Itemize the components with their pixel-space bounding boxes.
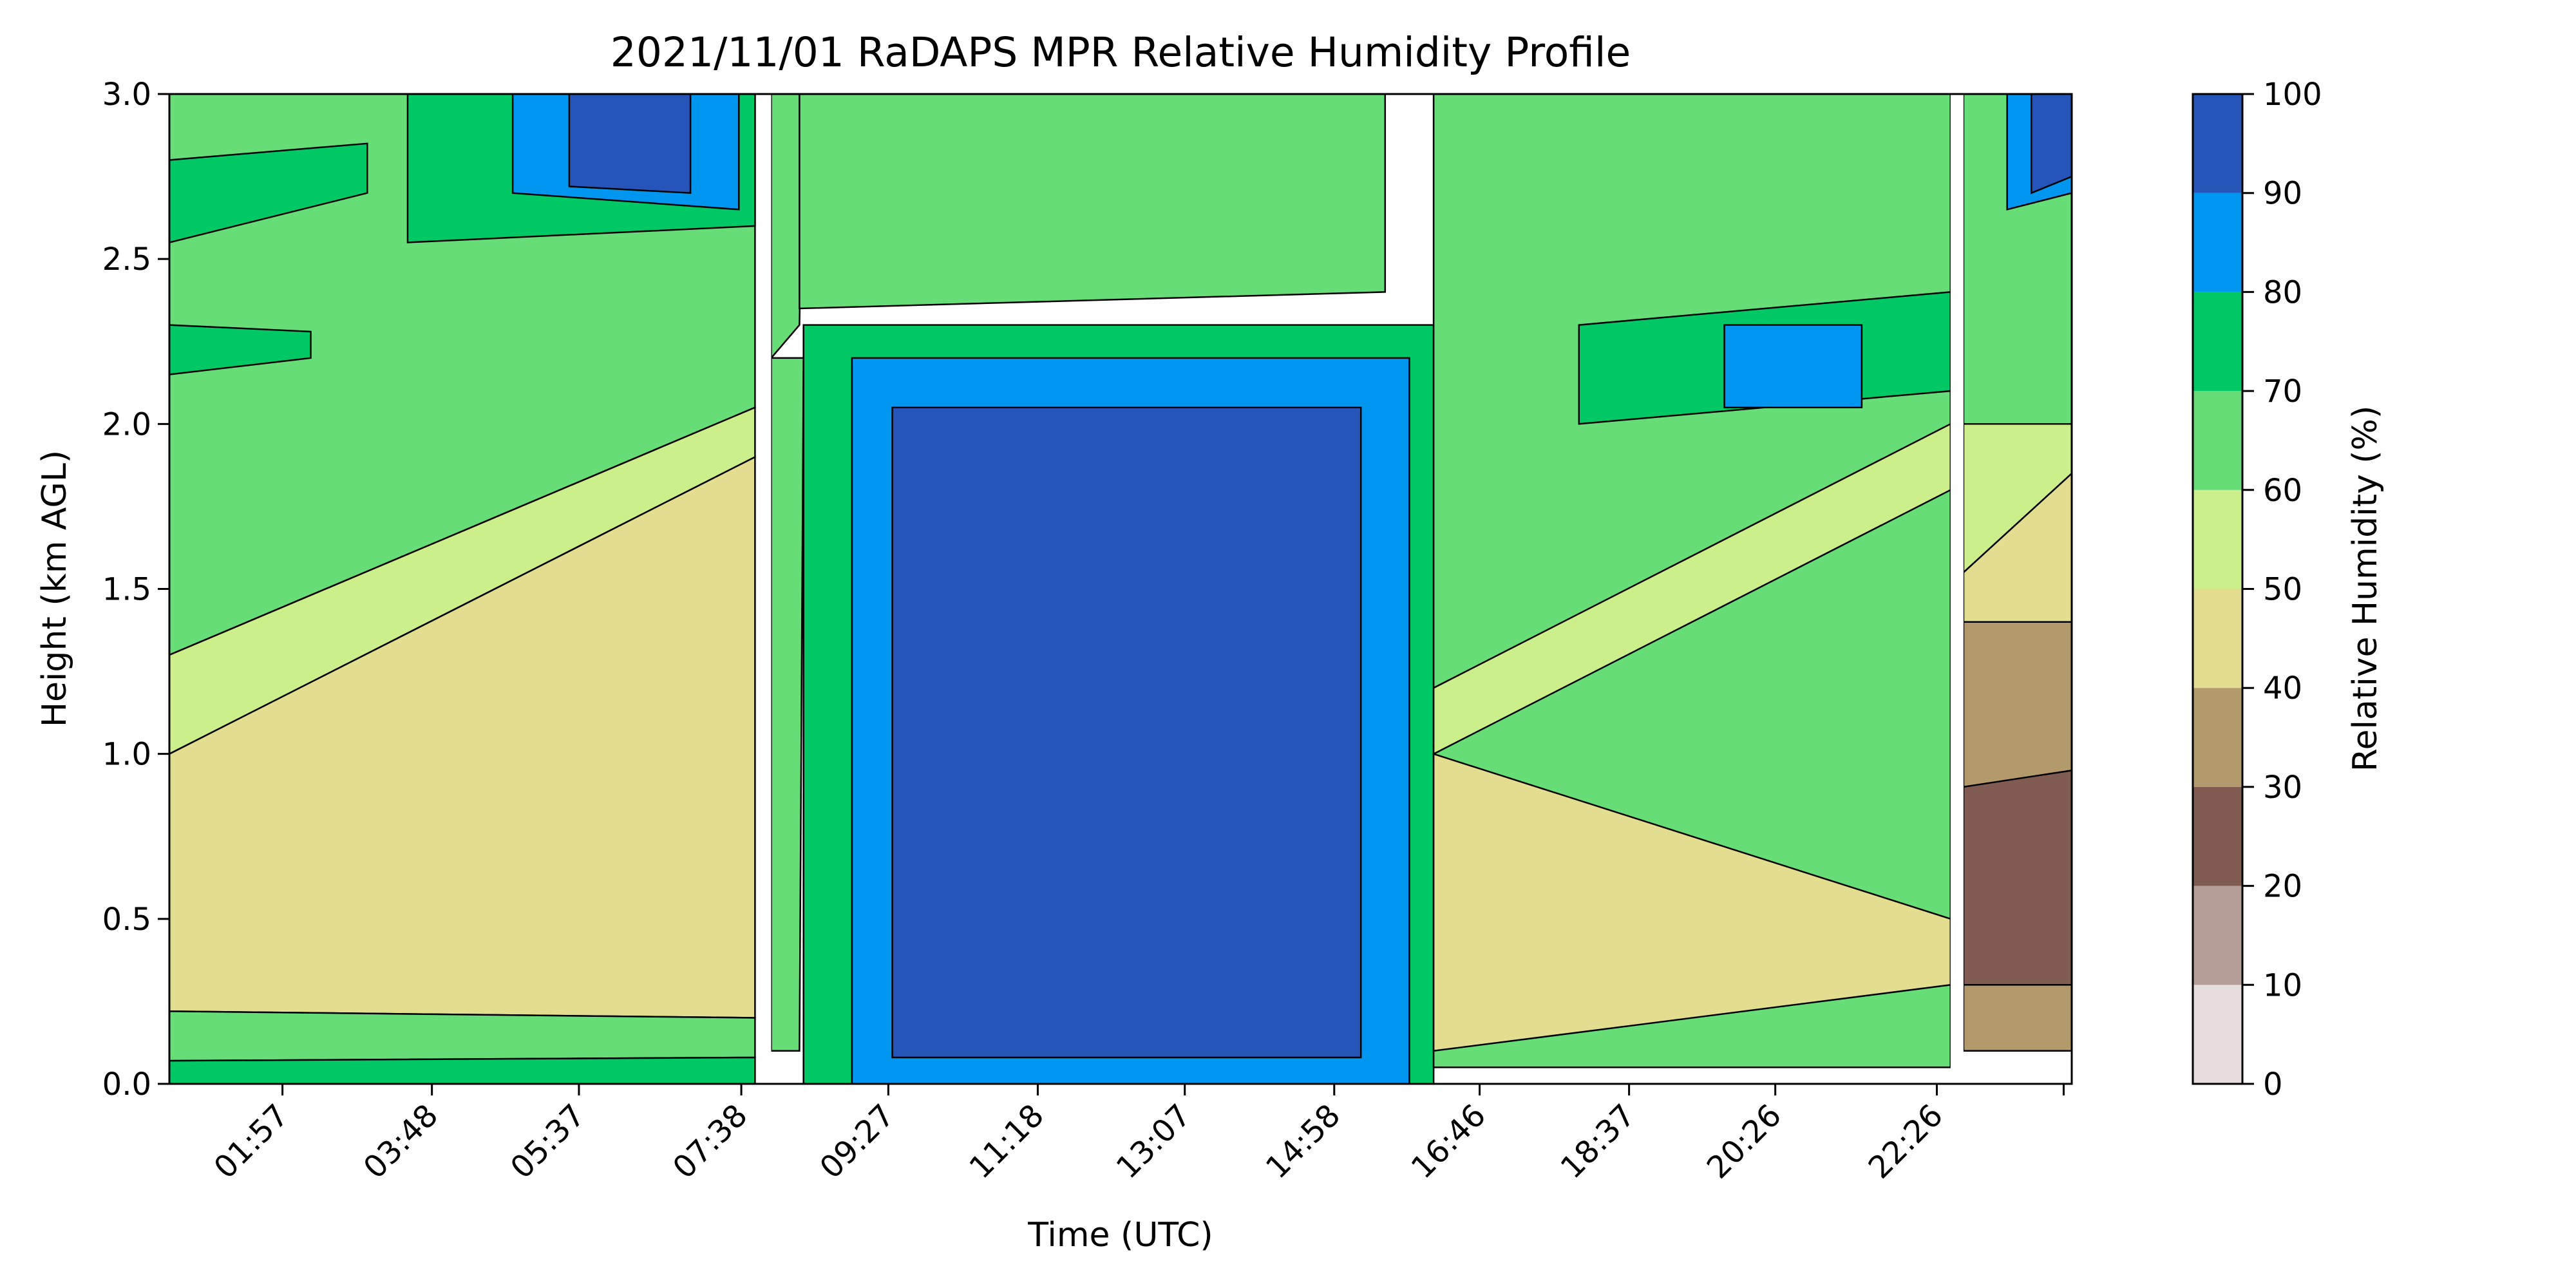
colorbar-segment bbox=[2193, 193, 2242, 292]
x-tick-label: 01:57 bbox=[207, 1097, 296, 1186]
colorbar-tick-label: 30 bbox=[2263, 770, 2302, 806]
colorbar-tick-label: 100 bbox=[2263, 77, 2322, 113]
x-tick-label: 07:38 bbox=[666, 1097, 754, 1186]
x-tick-label: 20:26 bbox=[1700, 1097, 1788, 1186]
colorbar-tick-label: 50 bbox=[2263, 572, 2302, 608]
rh-contour-region-17 bbox=[1432, 752, 1952, 1052]
rh-contour-region-4 bbox=[169, 1056, 756, 1084]
y-tick-label: 0.0 bbox=[102, 1066, 151, 1103]
colorbar: 0 10 20 30 40 50 60 70 80 90 100 bbox=[2192, 77, 2322, 1103]
contour-layer bbox=[169, 94, 2072, 1084]
y-tick-label: 3.0 bbox=[102, 77, 151, 113]
x-tick-label: 09:27 bbox=[813, 1097, 901, 1186]
data-gap-layer bbox=[756, 94, 1964, 1084]
colorbar-tick-label: 90 bbox=[2263, 176, 2302, 212]
y-tick-label: 0.5 bbox=[102, 902, 151, 938]
colorbar-segment bbox=[2193, 489, 2242, 589]
y-axis: 0.0 0.5 1.0 1.5 2.0 2.5 3.0 bbox=[102, 77, 169, 1103]
rh-contour-region-3 bbox=[169, 1010, 756, 1062]
x-axis-label: Time (UTC) bbox=[1027, 1216, 1213, 1255]
colorbar-label: Relative Humidity (%) bbox=[2346, 406, 2385, 772]
colorbar-tick-label: 10 bbox=[2263, 967, 2302, 1003]
data-gap-0 bbox=[756, 94, 772, 1084]
rh-contour-region-25 bbox=[1962, 770, 2072, 986]
x-axis: 01:57 03:48 05:37 07:38 09:27 11:18 13:07 14:58… bbox=[207, 1084, 2065, 1186]
x-tick-label: 18:37 bbox=[1554, 1097, 1642, 1186]
x-tick-label: 14:58 bbox=[1259, 1097, 1347, 1186]
colorbar-tick-label: 70 bbox=[2263, 374, 2302, 410]
rh-contour-region-9 bbox=[568, 94, 692, 194]
colorbar-tick-label: 20 bbox=[2263, 869, 2302, 905]
colorbar-segment bbox=[2193, 985, 2242, 1084]
colorbar-tick-label: 0 bbox=[2263, 1066, 2283, 1103]
y-tick-label: 1.0 bbox=[102, 737, 151, 773]
x-tick-label: 13:07 bbox=[1110, 1097, 1198, 1186]
x-tick-label: 05:37 bbox=[504, 1097, 592, 1186]
rh-contour-region-12 bbox=[799, 94, 1387, 310]
colorbar-segment bbox=[2193, 94, 2242, 193]
y-tick-label: 2.0 bbox=[102, 406, 151, 442]
colorbar-segment bbox=[2193, 589, 2242, 688]
x-tick-label: 22:26 bbox=[1862, 1097, 1950, 1186]
rh-contour-region-10 bbox=[770, 94, 804, 361]
x-tick-label: 16:46 bbox=[1405, 1097, 1493, 1186]
rh-contour-region-18 bbox=[1432, 422, 1952, 755]
x-tick-label: 11:18 bbox=[963, 1097, 1051, 1186]
y-tick-label: 2.5 bbox=[102, 242, 151, 278]
rh-contour-region-27 bbox=[2031, 94, 2072, 194]
colorbar-tick-label: 60 bbox=[2263, 473, 2302, 509]
data-gap-1 bbox=[1950, 94, 1964, 1084]
rh-contour-region-5 bbox=[169, 142, 368, 243]
colorbar-segment bbox=[2193, 688, 2242, 787]
chart-title: 2021/11/01 RaDAPS MPR Relative Humidity … bbox=[611, 29, 1631, 76]
colorbar-segment bbox=[2193, 391, 2242, 490]
colorbar-segment bbox=[2193, 786, 2242, 886]
y-tick-label: 1.5 bbox=[102, 572, 151, 608]
colorbar-tick-label: 40 bbox=[2263, 670, 2302, 706]
colorbar-segment bbox=[2193, 292, 2242, 392]
colorbar-tick-label: 80 bbox=[2263, 274, 2302, 310]
colorbar-segment bbox=[2193, 886, 2242, 985]
rh-contour-region-15 bbox=[891, 406, 1362, 1059]
rh-contour-region-20 bbox=[1723, 324, 1863, 408]
x-tick-label: 03:48 bbox=[357, 1097, 445, 1186]
rh-contour-region-6 bbox=[169, 324, 312, 375]
rh-contour-region-11 bbox=[770, 357, 804, 1052]
y-axis-label: Height (km AGL) bbox=[35, 450, 74, 727]
